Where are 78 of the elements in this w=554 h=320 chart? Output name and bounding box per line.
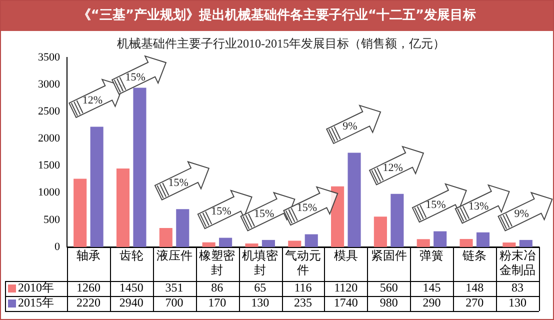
data-label: 148: [466, 280, 484, 295]
x-tick-label: 链条: [462, 248, 487, 262]
annotation: 15%: [254, 208, 274, 220]
x-tick-label: 气动元件: [285, 248, 321, 277]
annotation: 15%: [296, 202, 318, 214]
annotation: 9%: [342, 120, 358, 133]
data-label: 145: [422, 280, 441, 295]
bar: [390, 194, 404, 247]
annotation: 15%: [426, 199, 446, 212]
bar: [348, 152, 361, 247]
annotation: 12%: [82, 94, 103, 107]
bar: [331, 186, 344, 247]
bar: [460, 238, 473, 247]
x-tick-label: 模具: [334, 248, 358, 262]
bar: [245, 243, 258, 247]
annotation: 9%: [514, 208, 529, 220]
x-tick-label: 齿轮: [119, 248, 144, 262]
bar: [116, 168, 130, 247]
annotation: 15%: [168, 176, 188, 189]
legend-label: 2015年: [18, 296, 54, 310]
y-tick-label: 0: [54, 240, 60, 253]
data-label: 83: [512, 280, 524, 295]
data-label: 700: [165, 296, 184, 310]
data-label: 560: [380, 280, 398, 295]
x-tick-label: 弹簧: [420, 248, 444, 262]
data-label: 116: [294, 280, 312, 295]
bar: [374, 216, 387, 247]
bar: [288, 240, 302, 247]
x-tick-label: 紧固件: [370, 248, 407, 262]
chart-title: 《“三基”产业规划》提出机械基础件各主要子行业“十二五”发展目标: [1, 1, 553, 31]
y-tick-label: 3000: [38, 78, 60, 90]
data-label: 130: [508, 296, 527, 310]
data-label: 1450: [119, 280, 144, 295]
y-tick-label: 1000: [38, 186, 60, 199]
x-tick-label: 轴承: [76, 248, 100, 262]
data-label: 86: [211, 280, 224, 295]
data-label: 1120: [334, 280, 358, 295]
y-tick-label: 1500: [38, 160, 60, 172]
bar: [202, 242, 216, 247]
annotation: 13%: [468, 200, 489, 212]
y-tick-label: 2500: [38, 105, 60, 118]
data-label: 170: [208, 296, 226, 310]
data-label: 351: [165, 280, 184, 295]
annotation: 15%: [211, 206, 232, 218]
bar: [159, 228, 172, 247]
data-label: 65: [254, 280, 266, 295]
bar: [133, 88, 146, 247]
x-tick-label: 橡塑密封: [199, 248, 236, 277]
data-label: 980: [380, 296, 398, 310]
y-tick-label: 2000: [38, 132, 60, 145]
data-label: 2940: [119, 296, 144, 310]
bar: [304, 234, 318, 247]
bar: [476, 232, 490, 247]
data-label: 130: [251, 296, 270, 310]
data-label: 270: [466, 296, 484, 310]
annotation: 12%: [382, 162, 403, 174]
x-tick-label: 液压件: [156, 248, 192, 262]
data-label: 235: [294, 296, 312, 310]
bar: [519, 240, 532, 247]
data-label: 1740: [334, 296, 358, 310]
legend-label: 2010年: [18, 280, 54, 295]
bar: [90, 126, 104, 247]
data-label: 290: [422, 296, 441, 310]
bar: [262, 240, 275, 247]
bar: [434, 231, 447, 247]
data-label: 2220: [76, 296, 100, 310]
bar: [416, 239, 430, 247]
y-tick-label: 500: [44, 214, 60, 226]
x-tick-label: 机填密封: [242, 248, 278, 277]
bar: [74, 178, 87, 247]
chart-subtitle: 机械基础件主要子行业2010-2015年发展目标（销售额，亿元）: [117, 36, 445, 50]
annotation: 15%: [125, 71, 146, 84]
y-tick-label: 3500: [38, 51, 60, 64]
x-tick-label: 粉末冶金制品: [500, 248, 536, 277]
bar: [176, 209, 190, 247]
data-label: 1260: [76, 280, 100, 295]
bar: [502, 242, 516, 247]
bar: [219, 238, 232, 247]
